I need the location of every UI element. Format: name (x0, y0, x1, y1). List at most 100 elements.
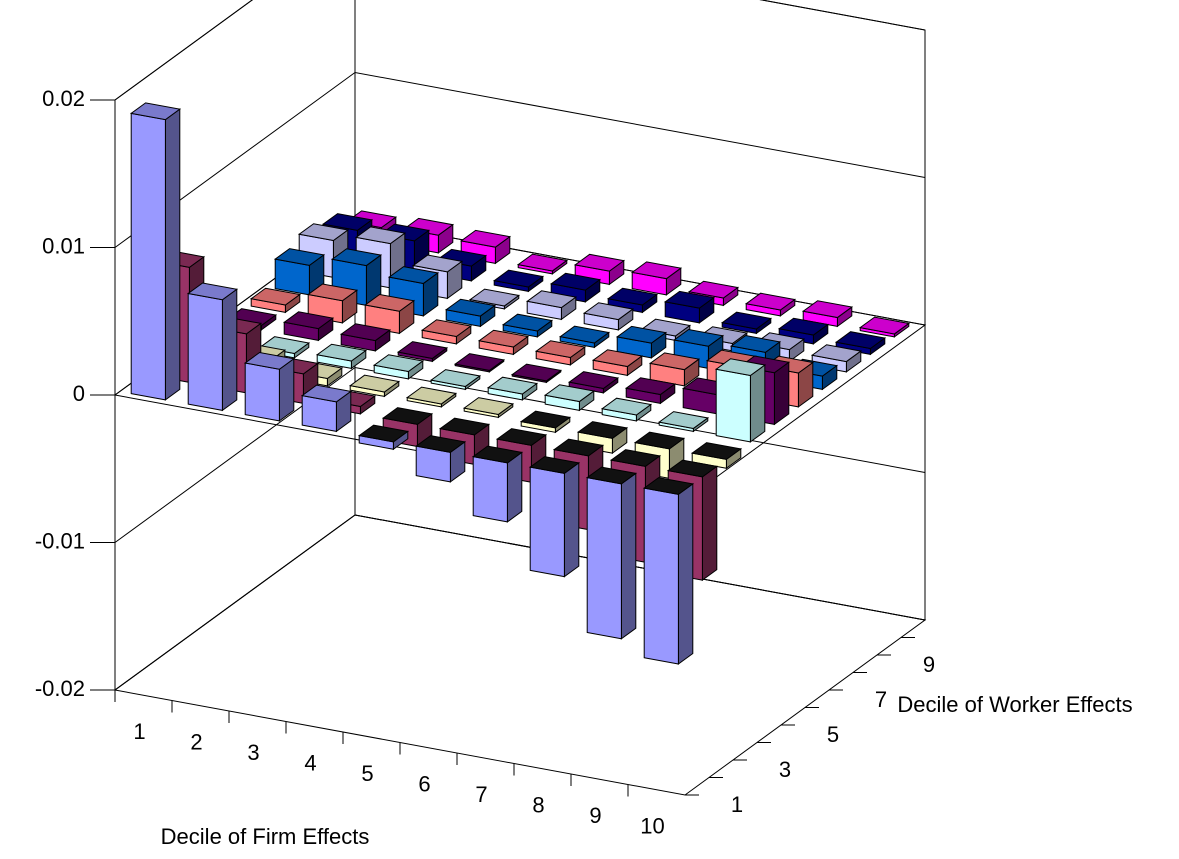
bar-top (585, 466, 638, 485)
bar-top (339, 323, 392, 342)
bar-side (221, 288, 238, 412)
bar-front (244, 362, 280, 422)
bar-top (381, 407, 434, 425)
bar-top (486, 376, 539, 395)
depth-tick-label: 5 (827, 722, 839, 747)
bar-top (858, 316, 911, 335)
bar-side (701, 465, 718, 582)
bar-top (624, 377, 677, 396)
bar-top (462, 397, 515, 415)
bar-side (506, 451, 523, 523)
bar-top (519, 410, 572, 429)
bar-side (749, 364, 766, 443)
bar-top (744, 292, 797, 311)
bar-top (714, 358, 767, 377)
bar-top (510, 363, 563, 382)
bar-front (715, 368, 751, 443)
bar-top (492, 269, 545, 288)
bar-top (357, 424, 410, 443)
x-tick-label: 8 (532, 793, 544, 818)
x-tick-label: 10 (640, 814, 664, 839)
bar-top (306, 283, 359, 302)
depth-tick-label: 9 (923, 652, 935, 677)
z-tick-label: 0 (73, 381, 85, 406)
bar-top (720, 311, 773, 330)
bar-top (810, 344, 863, 363)
bar-top (438, 417, 491, 436)
bar-top (396, 341, 449, 359)
depth-axis-title: Decile of Worker Effects (897, 692, 1132, 717)
x-axis-title: Decile of Firm Effects (161, 824, 370, 849)
bar-top (249, 287, 302, 306)
bar-top (582, 302, 635, 321)
bar-top (777, 317, 830, 336)
bar-top (411, 254, 464, 273)
bar-top (666, 459, 719, 478)
bar-top (576, 421, 629, 439)
bar-top (729, 335, 782, 353)
bar-top (528, 456, 581, 474)
x-tick-label: 7 (475, 782, 487, 807)
bar-front (472, 455, 508, 523)
bar-top (609, 449, 662, 467)
x-tick-label: 4 (304, 751, 316, 776)
depth-tick-label: 7 (875, 687, 887, 712)
x-tick-label: 3 (247, 740, 259, 765)
bar-top (354, 226, 407, 245)
bar-top (672, 328, 725, 347)
bar-top (129, 102, 182, 121)
bar-top (552, 438, 605, 457)
bar-top (414, 435, 467, 453)
bar-top (471, 445, 524, 464)
grid-line (114, 514, 926, 691)
x-tick-label: 9 (589, 803, 601, 828)
z-tick-label: -0.01 (35, 528, 85, 553)
bar-top (600, 397, 653, 416)
x-tick-label: 6 (418, 772, 430, 797)
bar-top (459, 229, 512, 248)
z-tick-label: -0.02 (35, 676, 85, 701)
bar-top (405, 386, 458, 405)
bar-top (801, 300, 854, 319)
bar-front (586, 476, 622, 640)
bar-top (690, 442, 743, 460)
bar-front (643, 487, 679, 665)
bar-top (297, 223, 350, 242)
bar-top (372, 354, 425, 373)
x-tick-label: 2 (190, 730, 202, 755)
depth-tick-label: 3 (779, 757, 791, 782)
bar-top (558, 325, 611, 344)
bar-top (657, 411, 710, 429)
bar-top (186, 282, 239, 301)
bar-top (591, 349, 644, 368)
bar-top (429, 369, 482, 387)
bar-top (642, 477, 695, 495)
bar-top (687, 280, 740, 299)
grid-line (114, 0, 926, 101)
x-tick-label: 5 (361, 761, 373, 786)
bar-top (606, 287, 659, 306)
bar-top (549, 272, 602, 291)
bar-front (130, 112, 166, 401)
bar-front (529, 466, 565, 578)
bar-top (315, 343, 368, 362)
bar-side (677, 482, 694, 666)
bar-top (525, 290, 578, 309)
bar-side (164, 108, 181, 401)
bar-top (648, 352, 701, 371)
bar-top (243, 351, 296, 370)
depth-tick-label: 1 (731, 792, 743, 817)
grid-line (114, 71, 926, 248)
bar-top (444, 298, 497, 317)
bar-top (348, 374, 401, 393)
bar-top (420, 319, 473, 338)
bar-top (834, 331, 887, 350)
bar-top (543, 384, 596, 403)
bar-side (563, 461, 580, 578)
bar-top (330, 248, 383, 267)
z-tick-label: 0.01 (42, 233, 85, 258)
bar-top (282, 311, 335, 330)
bar-top (300, 384, 353, 403)
bar-front (187, 292, 223, 412)
bar-top (468, 288, 521, 307)
